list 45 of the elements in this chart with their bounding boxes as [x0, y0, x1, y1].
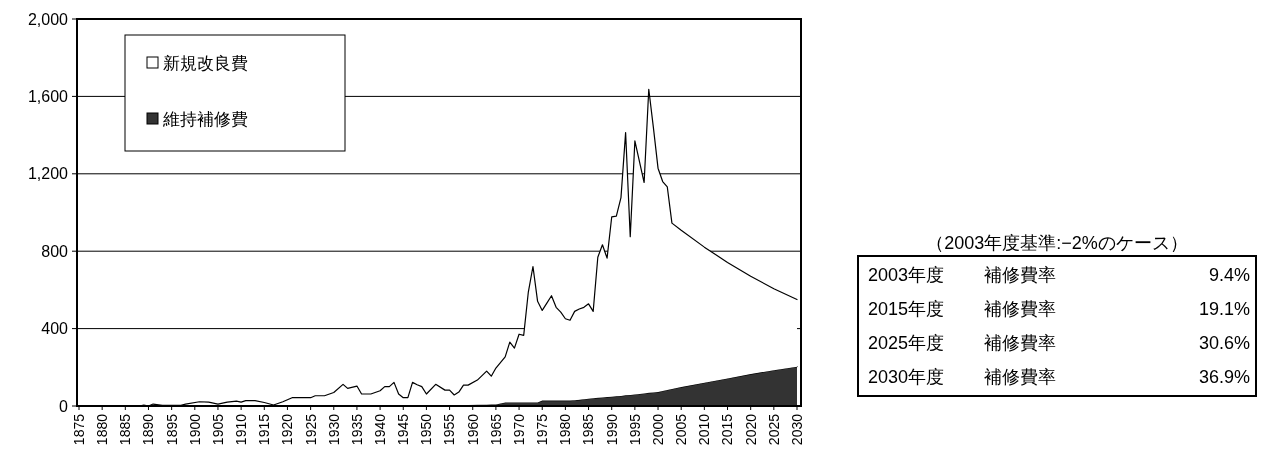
x-tick-label: 1890 [140, 413, 157, 446]
x-tick-label: 1885 [117, 413, 134, 446]
x-tick-label: 1935 [348, 413, 365, 446]
x-tick-label: 1925 [302, 413, 319, 446]
y-tick-label: 2,000 [27, 10, 69, 28]
x-tick-label: 2005 [673, 413, 690, 446]
y-tick-label: 0 [59, 397, 69, 415]
x-tick-label: 1895 [163, 413, 180, 446]
x-tick-label: 2020 [742, 413, 759, 446]
x-tick-label: 1955 [441, 413, 458, 446]
text: 2003年度 補修費率 9.4% [868, 265, 1250, 286]
x-tick-label: 1915 [256, 413, 273, 446]
x-tick-label: 1920 [279, 413, 296, 446]
x-tick-label: 1990 [603, 413, 620, 446]
x-tick-label: 2015 [719, 413, 736, 446]
legend-label: 維持補修費 [162, 109, 248, 129]
text: 2025年度 補修費率 30.6% [868, 333, 1250, 354]
x-tick-label: 1960 [464, 413, 481, 446]
x-tick-label: 2000 [649, 413, 666, 446]
text: 2015年度 補修費率 19.1% [868, 299, 1250, 320]
legend-label: 新規改良費 [163, 53, 248, 73]
text: 2030年度 補修費率 36.9% [868, 367, 1250, 388]
x-tick-label: 1970 [510, 413, 527, 446]
x-tick-label: 1975 [534, 413, 551, 446]
text: （2003年度基準:−2%のケース） [926, 233, 1188, 254]
x-tick-label: 2010 [696, 413, 713, 446]
x-tick-label: 2025 [765, 413, 782, 446]
x-tick-label: 1995 [626, 413, 643, 446]
y-tick-label: 1,600 [27, 88, 69, 105]
x-tick-label: 1900 [186, 413, 203, 446]
y-tick-label: 800 [41, 242, 69, 260]
x-tick-label: 1965 [487, 413, 504, 446]
x-tick-label: 1950 [418, 413, 435, 446]
y-tick-label: 1,200 [27, 165, 69, 183]
x-tick-label: 1930 [325, 413, 342, 446]
y-tick-label: 400 [41, 320, 69, 338]
x-tick-label: 1910 [233, 413, 250, 446]
x-tick-label: 1880 [94, 413, 111, 446]
x-tick-label: 1985 [580, 413, 597, 446]
x-tick-label: 1980 [557, 413, 574, 446]
x-tick-label: 1875 [70, 413, 87, 446]
x-tick-label: 1905 [209, 413, 226, 446]
x-tick-label: 1940 [372, 413, 388, 446]
x-tick-label: 2030 [788, 413, 805, 446]
x-tick-label: 1945 [395, 413, 412, 446]
